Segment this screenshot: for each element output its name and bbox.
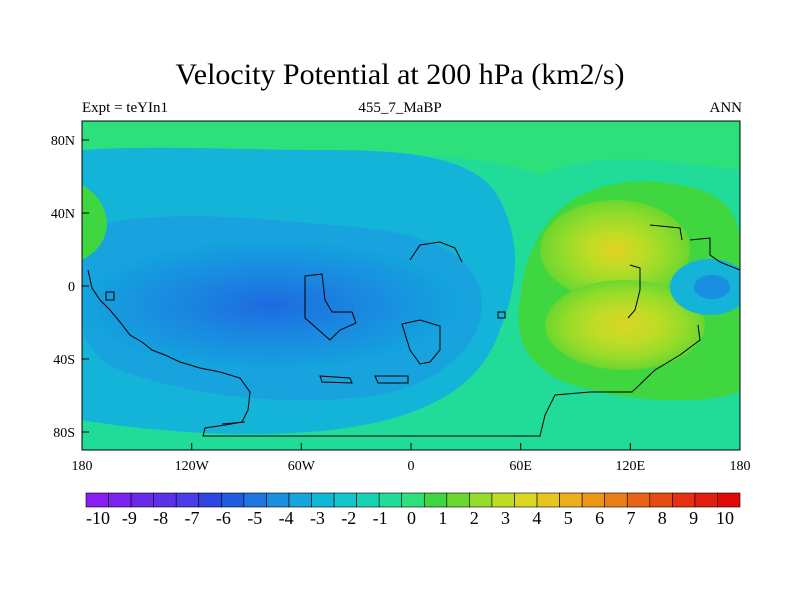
west-edge-patch — [82, 185, 107, 260]
x-tick-label: 180 — [730, 459, 751, 474]
colorbar-swatch — [198, 492, 222, 508]
colorbar — [85, 492, 741, 508]
y-tick-label: 40S — [53, 353, 75, 368]
colorbar-label: -7 — [185, 508, 200, 528]
x-tick-label: 0 — [408, 459, 415, 474]
x-tick-label: 60W — [288, 459, 316, 474]
colorbar-label: 9 — [689, 508, 698, 528]
coastlines — [87, 224, 740, 437]
colorbar-label: 5 — [564, 508, 573, 528]
tick-marks — [81, 139, 741, 450]
y-tick-label: 0 — [68, 280, 75, 295]
asia-south-max — [545, 280, 705, 370]
colorbar-label: 6 — [595, 508, 604, 528]
x-tick-label: 60E — [509, 459, 532, 474]
colorbar-swatch — [604, 492, 628, 508]
colorbar-label: -3 — [310, 508, 325, 528]
west-pacific-notch-core — [694, 275, 730, 299]
y-axis: 80N 40N 0 40S 80S — [51, 134, 75, 441]
x-axis: 180 120W 60W 0 60E 120E 180 — [72, 459, 751, 474]
x-tick-label: 120W — [175, 459, 210, 474]
colorbar-swatch — [401, 492, 425, 508]
colorbar-swatch — [469, 492, 493, 508]
y-tick-label: 40N — [51, 207, 75, 222]
colorbar-label: -1 — [373, 508, 388, 528]
colorbar-swatch — [672, 492, 696, 508]
colorbar-swatch — [694, 492, 718, 508]
colorbar-swatch — [649, 492, 673, 508]
colorbar-swatch — [446, 492, 470, 508]
colorbar-swatch — [717, 492, 741, 508]
x-tick-label: 120E — [616, 459, 646, 474]
colorbar-swatch — [514, 492, 538, 508]
colorbar-swatch — [536, 492, 560, 508]
colorbar-label: -9 — [122, 508, 137, 528]
x-tick-label: 180 — [72, 459, 93, 474]
colorbar-swatch — [491, 492, 515, 508]
colorbar-swatch — [243, 492, 267, 508]
colorbar-swatch — [356, 492, 380, 508]
colorbar-label: 8 — [658, 508, 667, 528]
colorbar-label: 10 — [716, 508, 734, 528]
colorbar-swatch — [581, 492, 605, 508]
colorbar-swatch — [626, 492, 651, 508]
colorbar-swatch — [221, 492, 245, 508]
case-label: 455_7_MaBP — [358, 100, 442, 116]
colorbar-swatch — [559, 492, 583, 508]
colorbar-swatch — [311, 492, 335, 508]
colorbar-label: -4 — [279, 508, 294, 528]
colorbar-label: 1 — [438, 508, 447, 528]
colorbar-swatch — [108, 492, 132, 508]
colorbar-label: -5 — [247, 508, 262, 528]
colorbar-swatch — [175, 492, 200, 508]
y-tick-label: 80S — [53, 426, 75, 441]
colorbar-label: -10 — [86, 508, 110, 528]
north-band — [82, 121, 740, 175]
colorbar-swatch — [85, 492, 109, 508]
colorbar-label: -6 — [216, 508, 231, 528]
colorbar-swatch — [153, 492, 177, 508]
colorbar-swatch — [266, 492, 290, 508]
colorbar-swatch — [130, 492, 154, 508]
colorbar-label: -2 — [341, 508, 356, 528]
colorbar-label: 4 — [532, 508, 541, 528]
colorbar-label: 2 — [470, 508, 479, 528]
colorbar-label: -8 — [153, 508, 168, 528]
season-label: ANN — [709, 100, 743, 116]
colorbar-label: 3 — [501, 508, 510, 528]
colorbar-labels: -10 -9 -8 -7 -6 -5 -4 -3 -2 -1 0 1 2 3 4 5 6 7 8 9 10 — [86, 508, 734, 528]
colorbar-swatch — [378, 492, 403, 508]
colorbar-swatch — [423, 492, 448, 508]
colorbar-swatch — [333, 492, 357, 508]
colorbar-label: 0 — [407, 508, 416, 528]
colorbar-swatch — [288, 492, 312, 508]
colorbar-label: 7 — [626, 508, 635, 528]
map-field — [82, 121, 740, 450]
experiment-label: Expt = teYIn1 — [82, 100, 168, 116]
pacific-minimum — [82, 240, 460, 370]
chart-title: Velocity Potential at 200 hPa (km2/s) — [175, 58, 625, 91]
y-tick-label: 80N — [51, 134, 75, 149]
